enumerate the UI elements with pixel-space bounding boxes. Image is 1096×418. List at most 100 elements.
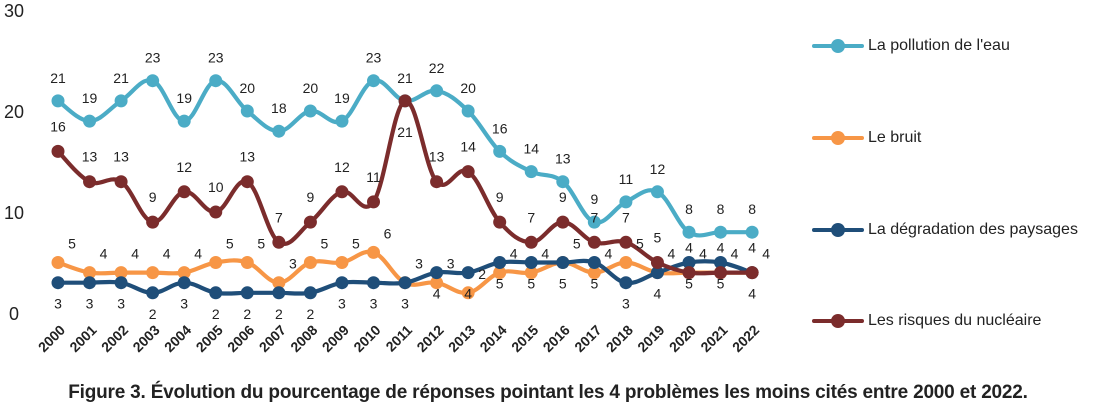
data-point	[587, 266, 601, 280]
data-point	[493, 256, 507, 269]
data-point	[146, 215, 160, 229]
data-point	[493, 266, 507, 280]
data-label: 9	[559, 189, 567, 205]
legend-item: La pollution de l'eau	[812, 36, 1010, 56]
data-point	[272, 235, 286, 249]
data-label: 7	[275, 209, 283, 225]
data-point	[209, 205, 223, 219]
data-label: 7	[622, 209, 630, 225]
data-point	[745, 225, 759, 239]
x-tick-label: 2022	[729, 322, 762, 355]
data-point	[714, 266, 728, 280]
x-tick-label: 2019	[634, 322, 667, 355]
data-point	[177, 276, 191, 290]
line-chart: 0 10 20 30 20002001200220032004200520062007…	[4, 1, 770, 355]
y-tick-label: 20	[4, 102, 24, 122]
data-point	[240, 104, 254, 118]
data-label: 2	[307, 306, 315, 322]
data-point	[146, 74, 160, 88]
data-point	[398, 276, 412, 290]
data-point	[209, 256, 223, 269]
data-label: 3	[86, 296, 94, 312]
data-point	[240, 175, 254, 189]
x-axis: 2000200120022003200420052006200720082009…	[35, 322, 763, 355]
x-tick-label: 2013	[445, 322, 478, 355]
data-point	[335, 276, 349, 290]
x-tick-label: 2006	[224, 322, 257, 355]
x-tick-label: 2016	[540, 322, 573, 355]
x-tick-label: 2005	[193, 322, 226, 355]
data-label: 5	[352, 236, 360, 252]
data-label: 21	[397, 124, 413, 140]
legend-label: Le bruit	[868, 129, 922, 146]
legend-swatch	[812, 36, 864, 56]
data-point	[461, 266, 475, 280]
data-label: 5	[496, 276, 504, 292]
data-label: 4	[433, 286, 441, 302]
data-point	[335, 256, 349, 269]
data-label: 11	[366, 169, 381, 185]
data-label: 23	[208, 50, 224, 66]
data-label: 20	[303, 80, 319, 96]
data-label: 2	[478, 266, 486, 282]
x-tick-label: 2021	[697, 322, 730, 355]
data-point	[650, 185, 664, 199]
data-point	[682, 225, 696, 239]
data-point	[177, 185, 191, 199]
data-label: 4	[685, 240, 693, 256]
x-tick-label: 2012	[413, 322, 446, 355]
data-label: 5	[573, 236, 581, 252]
data-label: 4	[541, 246, 549, 262]
data-label: 2	[149, 306, 157, 322]
data-point	[303, 104, 317, 118]
data-point	[240, 286, 254, 300]
data-point	[367, 276, 380, 290]
data-point	[493, 215, 507, 229]
data-label: 4	[668, 246, 676, 262]
data-label: 5	[321, 236, 329, 252]
figure-caption: Figure 3. Évolution du pourcentage de ré…	[68, 382, 1028, 403]
data-label: 5	[226, 236, 234, 252]
series-lines	[51, 74, 759, 300]
data-point	[51, 144, 65, 158]
data-point	[650, 266, 664, 280]
data-point	[83, 276, 97, 290]
data-point	[461, 165, 475, 179]
data-point	[146, 286, 160, 300]
data-label: 11	[619, 171, 634, 187]
data-point	[587, 215, 601, 229]
data-label: 4	[699, 246, 707, 262]
data-point	[650, 256, 664, 269]
x-tick-label: 2007	[256, 322, 289, 355]
data-point	[51, 94, 65, 108]
x-tick-label: 2010	[350, 322, 383, 355]
data-label: 13	[82, 149, 98, 165]
legend-item: La dégradation des paysages	[812, 220, 1078, 240]
data-point	[714, 256, 728, 269]
data-point	[745, 266, 759, 280]
x-tick-label: 2004	[161, 322, 194, 355]
data-label: 4	[464, 286, 472, 302]
data-point	[177, 114, 191, 128]
data-label: 4	[717, 240, 725, 256]
data-label: 5	[257, 236, 265, 252]
data-label: 2	[212, 306, 220, 322]
data-label: 16	[50, 118, 66, 134]
data-label: 19	[176, 90, 192, 106]
data-label: 3	[289, 256, 297, 272]
data-point	[177, 266, 191, 280]
x-tick-label: 2017	[571, 322, 604, 355]
legend-item: Le bruit	[812, 128, 921, 148]
data-label: 20	[240, 80, 256, 96]
data-label: 3	[622, 296, 630, 312]
legend-swatch	[812, 311, 864, 331]
data-point	[114, 266, 128, 280]
data-point	[303, 286, 317, 300]
data-label: 4	[510, 246, 518, 262]
data-label: 21	[397, 70, 413, 86]
legend-label: La pollution de l'eau	[868, 37, 1010, 54]
data-label: 8	[717, 201, 725, 217]
data-label: 13	[113, 149, 129, 165]
data-point	[335, 114, 349, 128]
data-label: 4	[194, 246, 202, 262]
